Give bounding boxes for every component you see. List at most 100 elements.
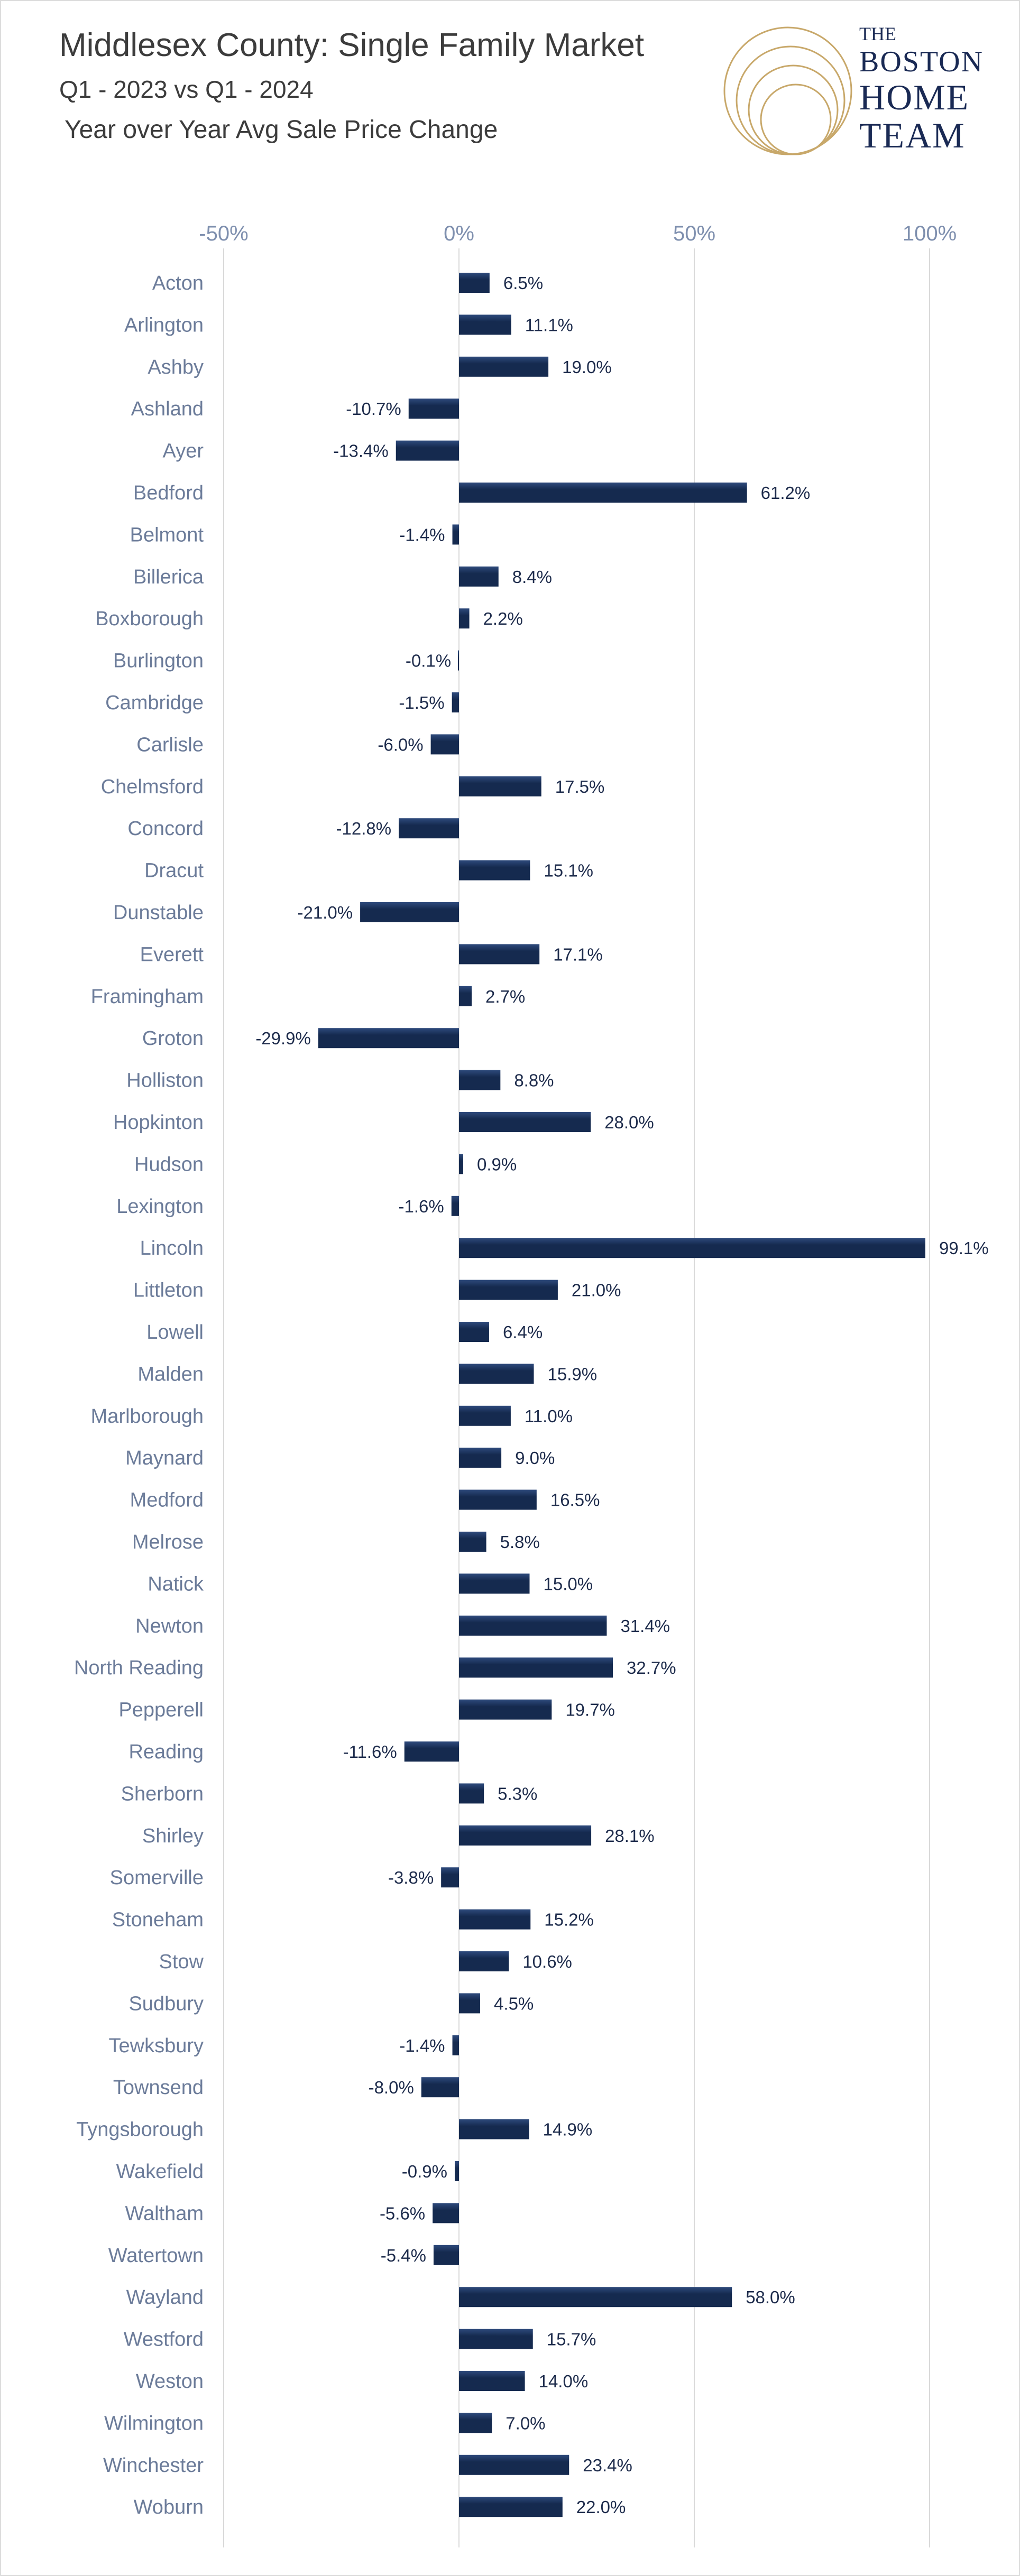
bar — [459, 1615, 607, 1636]
category-label: Dunstable — [113, 902, 204, 924]
bar — [459, 1825, 592, 1846]
data-label: -5.4% — [381, 2246, 426, 2265]
bar — [459, 2413, 492, 2433]
category-label: Ashland — [131, 398, 204, 420]
data-label: 5.8% — [500, 1532, 540, 1552]
bar — [459, 2329, 533, 2349]
data-label: 8.4% — [512, 567, 552, 587]
data-label: 17.1% — [553, 944, 603, 964]
data-label: -11.6% — [343, 1742, 397, 1762]
x-tick-label: 50% — [673, 222, 715, 245]
category-label: Wayland — [126, 2286, 204, 2309]
category-label: Tyngsborough — [76, 2119, 204, 2141]
bar — [459, 986, 472, 1006]
bar — [459, 2497, 563, 2517]
logo-line-home: HOME — [859, 77, 970, 117]
bar — [459, 1154, 464, 1174]
brand-logo: THE BOSTON HOME TEAM — [716, 21, 1002, 161]
data-label: 15.7% — [547, 2330, 596, 2349]
category-label: Littleton — [133, 1280, 204, 1302]
category-label: Stow — [159, 1951, 204, 1973]
bar — [459, 1573, 530, 1594]
bar — [408, 399, 459, 419]
data-label: -1.6% — [399, 1197, 444, 1216]
category-label: Concord — [127, 818, 204, 840]
bar — [451, 1196, 459, 1216]
data-label: -29.9% — [255, 1028, 311, 1048]
bar — [459, 1951, 509, 1971]
x-tick-label: 0% — [444, 222, 474, 245]
data-label: -21.0% — [298, 903, 353, 922]
data-label: 7.0% — [506, 2413, 545, 2433]
data-label: 0.9% — [477, 1154, 517, 1174]
category-label: Belmont — [130, 524, 204, 546]
category-label: Dracut — [144, 860, 204, 882]
chart-title: Middlesex County: Single Family Market — [59, 27, 645, 63]
data-label: -13.4% — [333, 441, 389, 461]
data-label: 19.7% — [565, 1700, 615, 1720]
bar — [459, 2119, 529, 2139]
data-label: -12.8% — [336, 819, 392, 838]
data-label: 32.7% — [627, 1658, 676, 1678]
bar — [459, 776, 541, 796]
bar — [452, 692, 459, 712]
data-label: -6.0% — [378, 735, 423, 754]
category-label: North Reading — [74, 1657, 204, 1679]
category-label: Shirley — [142, 1825, 204, 1847]
category-label: Malden — [137, 1363, 204, 1385]
bar — [433, 2203, 459, 2223]
category-label: Westford — [124, 2329, 204, 2351]
category-label: Newton — [135, 1615, 204, 1637]
category-label: Woburn — [134, 2496, 204, 2518]
bar — [459, 1993, 481, 2014]
logo-rings-icon — [723, 26, 852, 155]
category-label: Weston — [136, 2370, 204, 2393]
data-label: 17.5% — [555, 777, 605, 796]
data-label: 28.0% — [604, 1113, 654, 1132]
category-label: Melrose — [132, 1531, 204, 1553]
category-label: Everett — [140, 943, 204, 966]
category-label: Lexington — [116, 1196, 204, 1218]
data-label: 9.0% — [515, 1448, 555, 1468]
data-label: 58.0% — [746, 2287, 795, 2307]
bar — [452, 2035, 459, 2055]
bar — [459, 1070, 501, 1090]
bar — [459, 566, 499, 587]
bar — [399, 818, 459, 839]
x-tick-label: -50% — [199, 222, 248, 245]
logo-line-boston: BOSTON — [859, 45, 984, 78]
category-label: Cambridge — [105, 692, 204, 714]
category-label: Acton — [152, 272, 204, 294]
category-label: Pepperell — [118, 1699, 204, 1721]
bar — [459, 1657, 613, 1678]
bar — [421, 2077, 459, 2098]
category-label: Holliston — [126, 1070, 204, 1092]
logo-wordmark: THE BOSTON HOME TEAM — [859, 21, 1002, 154]
data-label: 31.4% — [620, 1616, 670, 1636]
data-label: -1.5% — [399, 693, 444, 712]
bar — [459, 944, 540, 965]
category-label: Lowell — [146, 1321, 204, 1343]
category-label: Boxborough — [95, 608, 204, 630]
bar — [360, 902, 459, 922]
bar — [404, 1741, 459, 1762]
data-label: 6.4% — [503, 1322, 543, 1342]
bar — [441, 1867, 459, 1888]
data-label: 2.2% — [483, 609, 523, 628]
data-label: 16.5% — [550, 1490, 600, 1510]
category-label: Chelmsford — [101, 776, 204, 798]
data-label: 10.6% — [522, 1952, 572, 1971]
bar — [459, 356, 549, 377]
data-label: 11.0% — [525, 1406, 573, 1426]
bar — [459, 1699, 552, 1720]
bar — [454, 2161, 459, 2181]
bar — [459, 1322, 489, 1342]
data-label: 15.9% — [548, 1364, 598, 1384]
category-label: Ashby — [148, 356, 204, 378]
data-label: -0.1% — [406, 651, 451, 671]
bar — [459, 1909, 531, 1930]
bar — [459, 2287, 732, 2308]
data-label: 99.1% — [939, 1238, 989, 1258]
data-label: -8.0% — [369, 2078, 414, 2097]
